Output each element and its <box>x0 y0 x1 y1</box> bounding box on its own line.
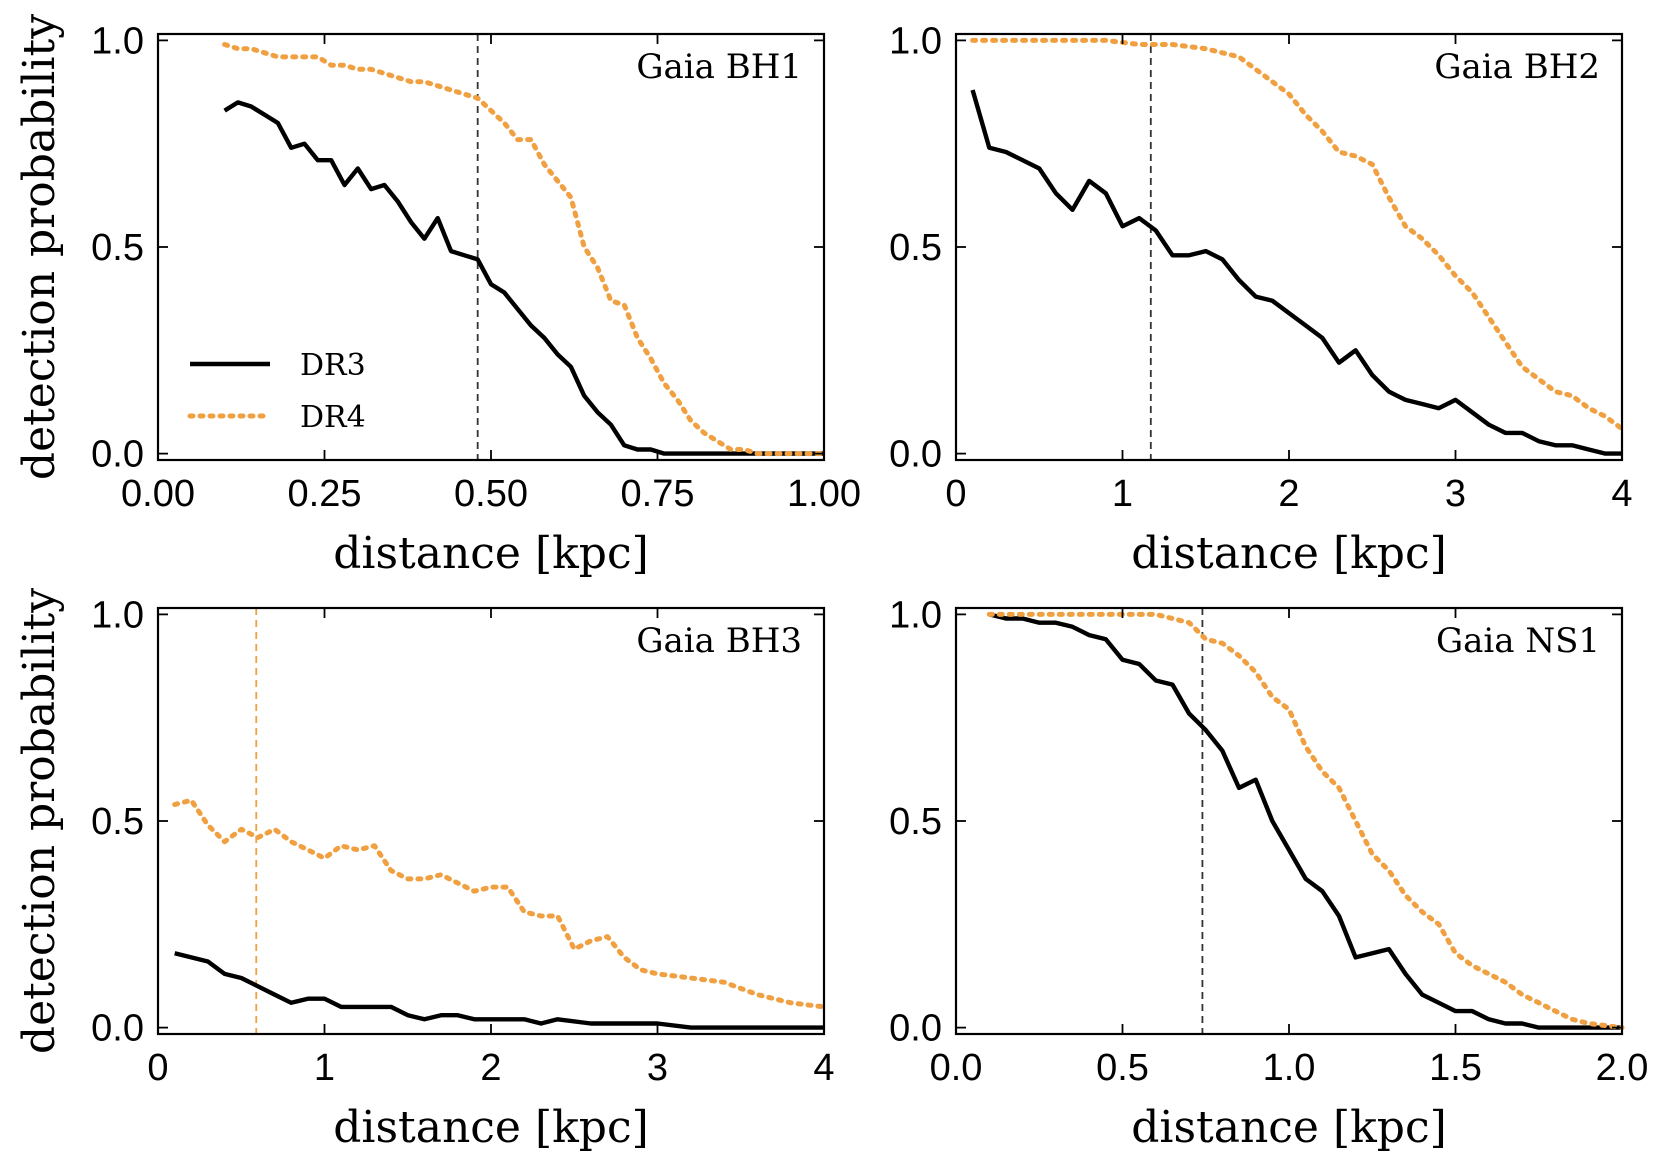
panel-1: 0.00 0.25 0.50 0.75 1.00 0.0 0.5 1.0 distance [k… <box>14 14 861 579</box>
y-tick-label: 0.0 <box>91 434 144 476</box>
series-line-dr3 <box>970 89 1622 456</box>
y-tick-label: 0.0 <box>889 1008 942 1050</box>
series-line-dr4 <box>986 611 1625 1031</box>
x-tick-label: 0.5 <box>1096 1047 1149 1089</box>
x-tick-label: 2 <box>480 1047 501 1089</box>
x-tick-label: 0.50 <box>454 473 528 515</box>
x-tick-label: 0.00 <box>121 473 195 515</box>
series-line-dr3 <box>988 612 1622 1030</box>
x-axis-label: distance [kpc] <box>333 528 649 579</box>
x-tick-label: 0 <box>945 473 966 515</box>
x-tick-label: 0 <box>147 1047 168 1089</box>
x-tick-label: 0.0 <box>930 1047 983 1089</box>
x-tick-label: 4 <box>813 1047 834 1089</box>
y-axis-label: detection probability <box>14 14 65 480</box>
x-tick-label: 4 <box>1611 473 1632 515</box>
plot-frame <box>156 606 826 1036</box>
x-tick-label: 2.0 <box>1596 1047 1649 1089</box>
y-axis-label: detection probability <box>14 588 65 1054</box>
y-tick-label: 1.0 <box>889 594 942 636</box>
x-tick-label: 0.75 <box>621 473 695 515</box>
y-tick-label: 1.0 <box>889 20 942 62</box>
y-tick-label: 0.5 <box>91 801 144 843</box>
panel-title: Gaia NS1 <box>1436 621 1600 661</box>
x-tick-label: 1.0 <box>1263 1047 1316 1089</box>
x-tick-label: 0.25 <box>288 473 362 515</box>
x-axis-label: distance [kpc] <box>1131 528 1447 579</box>
legend-label-dr4: DR4 <box>300 400 366 435</box>
x-tick-label: 1 <box>1112 473 1133 515</box>
plot-frame <box>156 32 826 462</box>
panel-title: Gaia BH2 <box>1434 47 1600 87</box>
y-tick-label: 0.5 <box>889 227 942 269</box>
x-axis-label: distance [kpc] <box>1131 1102 1447 1153</box>
y-tick-label: 1.0 <box>91 20 144 62</box>
x-tick-label: 3 <box>1445 473 1466 515</box>
series-line-dr3 <box>174 951 824 1030</box>
x-tick-label: 1.5 <box>1429 1047 1482 1089</box>
panel-4: 0.0 0.5 1.0 1.5 2.0 0.0 0.5 1.0 distance [kpc] Ga… <box>889 594 1648 1153</box>
legend-label-dr3: DR3 <box>300 348 366 383</box>
x-tick-label: 1.00 <box>787 473 861 515</box>
x-tick-label: 2 <box>1278 473 1299 515</box>
panel-title: Gaia BH1 <box>636 47 802 87</box>
panel-3: 0 1 2 3 4 0.0 0.5 1.0 distance [kpc] detection pr… <box>14 588 835 1153</box>
x-tick-label: 1 <box>314 1047 335 1089</box>
series-line-dr4 <box>222 42 827 457</box>
y-tick-label: 0.0 <box>91 1008 144 1050</box>
y-tick-label: 0.5 <box>91 227 144 269</box>
x-axis-label: distance [kpc] <box>333 1102 649 1153</box>
series-line-dr4 <box>970 37 1625 432</box>
panel-2: 0 1 2 3 4 0.0 0.5 1.0 distance [kpc] Gaia BH2 <box>889 20 1632 579</box>
panel-title: Gaia BH3 <box>636 621 802 661</box>
series-line-dr4 <box>172 797 827 1010</box>
y-tick-label: 0.5 <box>889 801 942 843</box>
y-tick-label: 1.0 <box>91 594 144 636</box>
plot-frame <box>954 606 1624 1036</box>
y-tick-label: 0.0 <box>889 434 942 476</box>
x-tick-label: 3 <box>647 1047 668 1089</box>
